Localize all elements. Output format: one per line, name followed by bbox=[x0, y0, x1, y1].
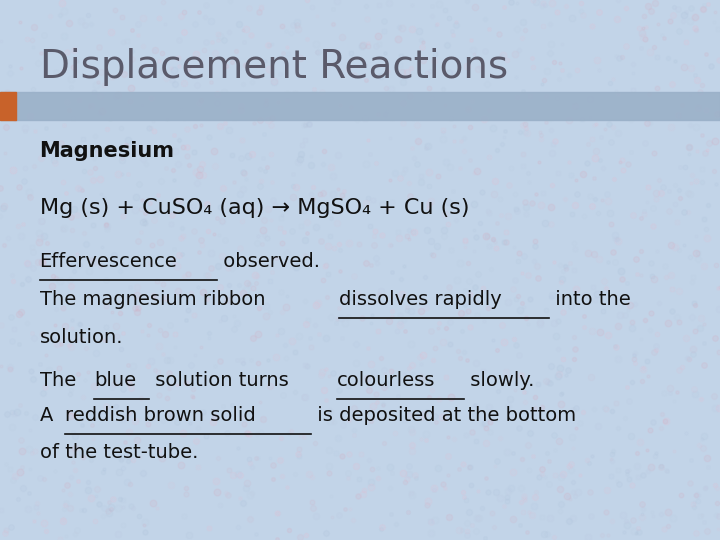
Text: Effervescence: Effervescence bbox=[40, 252, 177, 272]
Text: is deposited at the bottom: is deposited at the bottom bbox=[311, 406, 576, 426]
Text: The magnesium ribbon: The magnesium ribbon bbox=[40, 290, 271, 309]
Text: blue: blue bbox=[94, 371, 137, 390]
Text: slowly.: slowly. bbox=[464, 371, 534, 390]
Text: into the: into the bbox=[549, 290, 631, 309]
Text: reddish brown solid: reddish brown solid bbox=[65, 406, 256, 426]
Text: solution.: solution. bbox=[40, 328, 123, 347]
Text: The: The bbox=[40, 371, 82, 390]
Text: observed.: observed. bbox=[217, 252, 320, 272]
Text: colourless: colourless bbox=[337, 371, 436, 390]
Text: Displacement Reactions: Displacement Reactions bbox=[40, 49, 508, 86]
Bar bbox=[0, 92, 16, 120]
Text: solution turns: solution turns bbox=[149, 371, 294, 390]
Text: Magnesium: Magnesium bbox=[40, 141, 174, 161]
Text: A: A bbox=[40, 406, 59, 426]
Text: of the test-tube.: of the test-tube. bbox=[40, 443, 198, 462]
Text: dissolves rapidly: dissolves rapidly bbox=[338, 290, 501, 309]
Bar bbox=[0, 92, 720, 120]
Text: Mg (s) + CuSO₄ (aq) → MgSO₄ + Cu (s): Mg (s) + CuSO₄ (aq) → MgSO₄ + Cu (s) bbox=[40, 198, 469, 218]
